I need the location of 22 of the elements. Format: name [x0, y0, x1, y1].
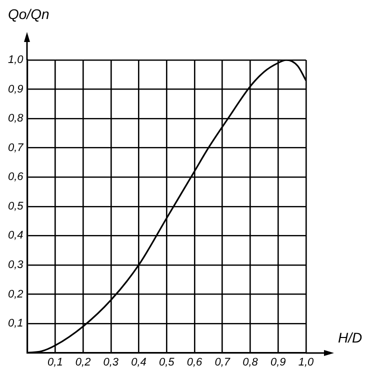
y-tick-label: 0,2	[8, 288, 24, 300]
x-tick-label: 0,4	[131, 356, 146, 368]
y-tick-label: 1,0	[8, 54, 24, 66]
x-tick-label: 0,9	[270, 356, 286, 368]
y-tick-label: 0,4	[8, 230, 24, 242]
x-tick-label: 0,1	[48, 356, 63, 368]
x-tick-label: 0,5	[158, 356, 176, 368]
y-tick-label: 0,9	[8, 83, 24, 96]
x-axis-title: H/D	[338, 330, 362, 346]
y-tick-label: 0,6	[8, 171, 24, 184]
x-tick-label: 0,3	[103, 356, 120, 368]
y-tick-label: 0,8	[8, 112, 24, 125]
y-tick-label: 0,1	[8, 318, 24, 330]
x-tick-label: 0,7	[214, 356, 231, 368]
x-tick-label: 0,2	[75, 356, 91, 368]
y-axis-title: Qo/Qn	[8, 6, 50, 22]
y-tick-label: 0,5	[8, 200, 24, 212]
y-tick-label: 0,7	[8, 142, 24, 154]
y-tick-label: 0,3	[8, 259, 24, 272]
x-tick-label: 0,8	[242, 356, 259, 368]
x-tick-label: 1,0	[298, 356, 315, 368]
x-tick-label: 0,6	[186, 356, 204, 368]
